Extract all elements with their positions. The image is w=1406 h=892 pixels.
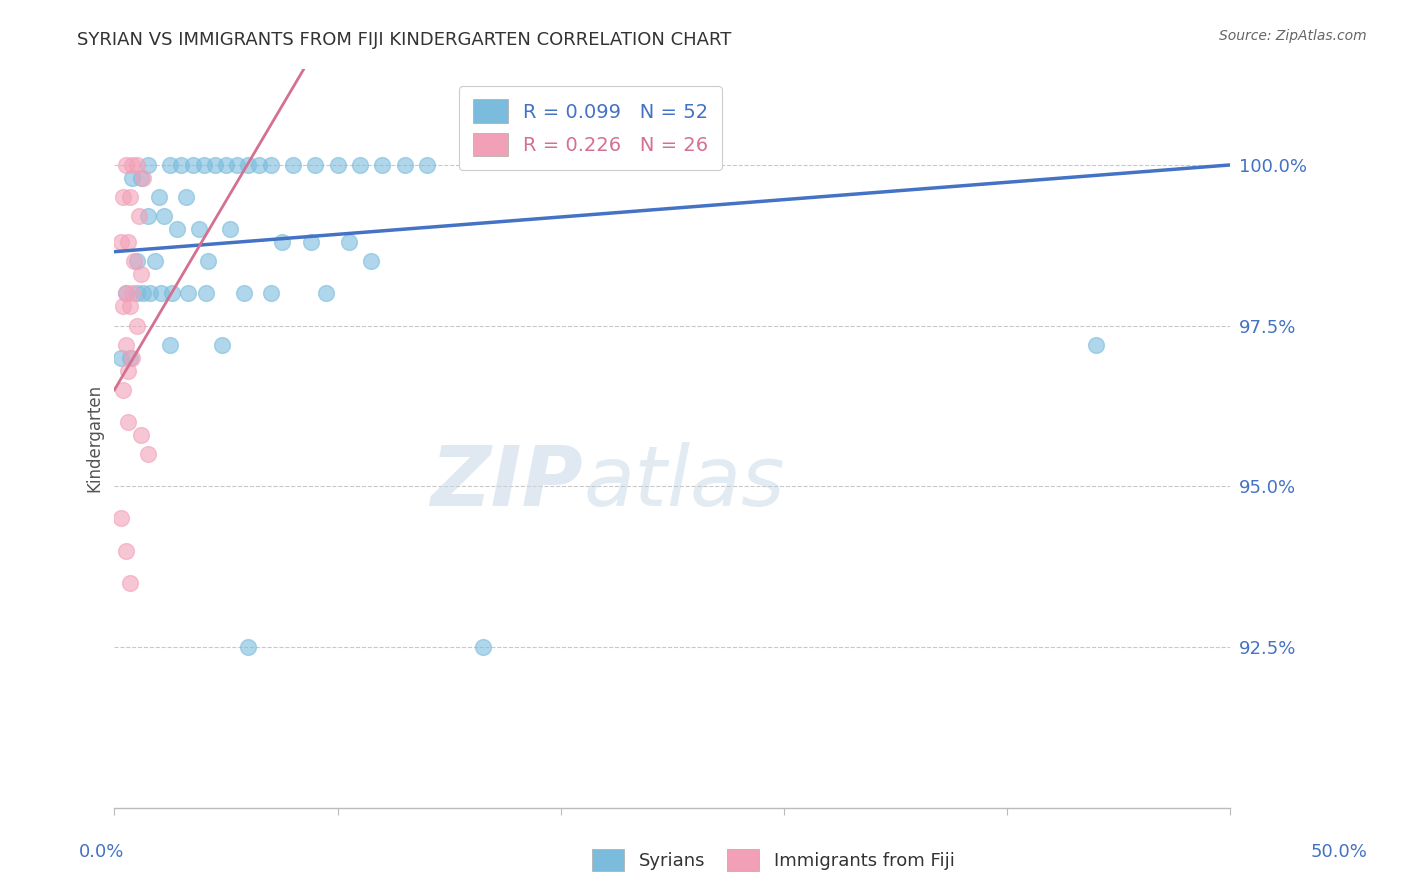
Point	[304, 158, 326, 172]
Point	[121, 158, 143, 172]
Point	[121, 170, 143, 185]
Point	[139, 286, 162, 301]
Point	[136, 447, 159, 461]
Point	[349, 158, 371, 172]
Point	[112, 190, 135, 204]
Point	[121, 286, 143, 301]
Text: SYRIAN VS IMMIGRANTS FROM FIJI KINDERGARTEN CORRELATION CHART: SYRIAN VS IMMIGRANTS FROM FIJI KINDERGAR…	[77, 31, 731, 49]
Point	[114, 286, 136, 301]
Point	[170, 158, 193, 172]
Point	[125, 254, 148, 268]
Text: 50.0%: 50.0%	[1310, 843, 1367, 861]
Point	[326, 158, 349, 172]
Point	[118, 575, 141, 590]
Point	[1085, 338, 1108, 352]
Text: ZIP: ZIP	[430, 442, 583, 523]
Text: atlas: atlas	[583, 442, 785, 523]
Point	[259, 286, 281, 301]
Legend: Syrians, Immigrants from Fiji: Syrians, Immigrants from Fiji	[585, 842, 962, 879]
Point	[394, 158, 416, 172]
Point	[162, 286, 184, 301]
Point	[249, 158, 271, 172]
Point	[148, 190, 170, 204]
Text: Source: ZipAtlas.com: Source: ZipAtlas.com	[1219, 29, 1367, 43]
Point	[117, 363, 139, 377]
Point	[181, 158, 204, 172]
Point	[232, 286, 254, 301]
Point	[215, 158, 238, 172]
Point	[125, 318, 148, 333]
Point	[143, 254, 166, 268]
Point	[112, 383, 135, 397]
Point	[281, 158, 304, 172]
Point	[259, 158, 281, 172]
Point	[128, 210, 150, 224]
Point	[238, 158, 260, 172]
Point	[118, 351, 141, 365]
Point	[270, 235, 292, 249]
Point	[114, 286, 136, 301]
Point	[132, 170, 155, 185]
Point	[166, 222, 188, 236]
Point	[114, 338, 136, 352]
Point	[110, 511, 132, 525]
Point	[114, 543, 136, 558]
Point	[194, 286, 217, 301]
Point	[124, 254, 146, 268]
Point	[152, 210, 174, 224]
Point	[315, 286, 337, 301]
Point	[125, 158, 148, 172]
Point	[360, 254, 382, 268]
Point	[132, 286, 155, 301]
Point	[118, 190, 141, 204]
Point	[211, 338, 233, 352]
Point	[159, 158, 181, 172]
Point	[117, 415, 139, 429]
Point	[136, 158, 159, 172]
Point	[177, 286, 200, 301]
Point	[125, 286, 148, 301]
Point	[416, 158, 439, 172]
Point	[219, 222, 242, 236]
Point	[114, 158, 136, 172]
Point	[193, 158, 215, 172]
Point	[471, 640, 494, 654]
Point	[159, 338, 181, 352]
Point	[129, 428, 152, 442]
Point	[110, 235, 132, 249]
Point	[371, 158, 394, 172]
Point	[110, 351, 132, 365]
Point	[121, 351, 143, 365]
Point	[204, 158, 226, 172]
Point	[299, 235, 322, 249]
Point	[112, 299, 135, 313]
Point	[337, 235, 360, 249]
Point	[117, 235, 139, 249]
Point	[129, 267, 152, 281]
Text: 0.0%: 0.0%	[79, 843, 124, 861]
Point	[136, 210, 159, 224]
Point	[174, 190, 197, 204]
Point	[150, 286, 173, 301]
Point	[226, 158, 249, 172]
Point	[238, 640, 260, 654]
Point	[188, 222, 211, 236]
Y-axis label: Kindergarten: Kindergarten	[86, 384, 103, 492]
Legend: R = 0.099   N = 52, R = 0.226   N = 26: R = 0.099 N = 52, R = 0.226 N = 26	[458, 86, 721, 170]
Point	[118, 299, 141, 313]
Point	[129, 170, 152, 185]
Point	[197, 254, 219, 268]
